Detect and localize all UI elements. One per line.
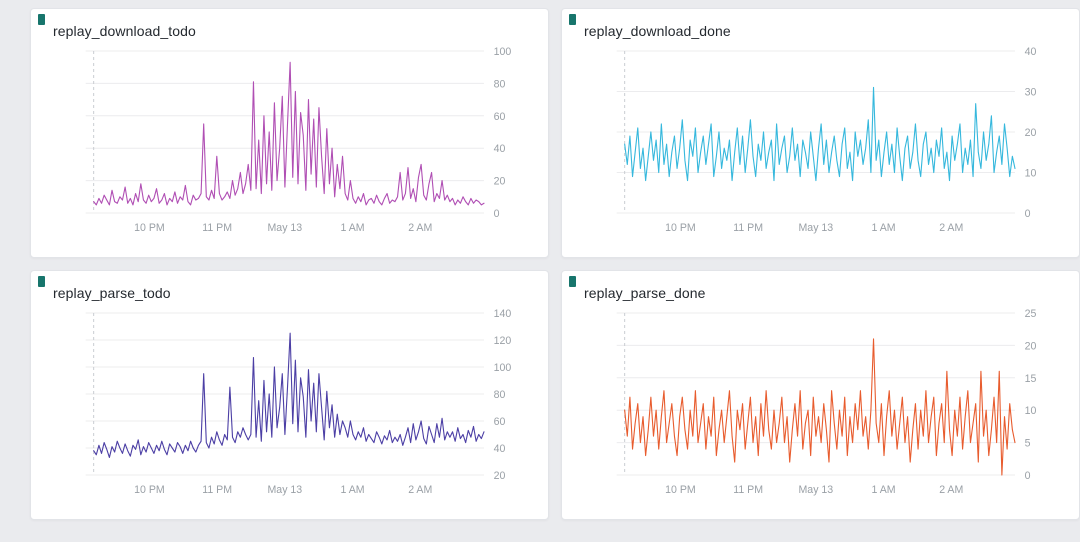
chart-panel-replay-parse-done: replay_parse_done 0 5 10 15 20 25 10 PM 11 PM Ma… [561,270,1080,520]
chart-panel-replay-parse-todo: replay_parse_todo 20 40 60 80 100 120 140 10 PM… [30,270,549,520]
x-tick-label: 10 PM [134,484,165,496]
panel-title: replay_parse_done [584,285,706,301]
x-tick-label: 11 PM [733,222,763,234]
x-tick-label: 11 PM [202,222,232,234]
x-tick-label: 2 AM [408,484,432,496]
x-tick-label: 2 AM [939,484,963,496]
y-tick-label: 100 [494,46,512,58]
chart-panel-replay-download-todo: replay_download_todo 0 20 40 60 80 100 10 PM 11… [30,8,549,258]
y-tick-label: 10 [1025,167,1037,179]
chart-line [624,86,1016,182]
panel-title: replay_download_done [584,23,731,39]
y-tick-label: 80 [494,389,506,401]
y-tick-label: 100 [494,362,512,374]
panel-corner-icon [569,14,576,25]
line-chart-replay-parse-todo[interactable]: 20 40 60 80 100 120 140 10 PM 11 PM May 13 1 AM 2 A… [53,303,534,501]
x-tick-label: 11 PM [202,484,232,496]
chart-line [624,338,1016,476]
x-tick-label: May 13 [268,222,303,234]
x-tick-label: 10 PM [665,484,696,496]
y-tick-label: 80 [494,78,506,90]
line-chart-replay-parse-done[interactable]: 0 5 10 15 20 25 10 PM 11 PM May 13 1 AM 2 AM [584,303,1065,501]
y-tick-label: 30 [1025,86,1037,98]
chart-panel-replay-download-done: replay_download_done 0 10 20 30 40 10 PM 11 PM… [561,8,1080,258]
chart-line [93,332,485,459]
y-tick-label: 20 [1025,340,1037,352]
panel-title: replay_parse_todo [53,285,171,301]
panel-title: replay_download_todo [53,23,196,39]
panel-corner-icon [38,276,45,287]
x-tick-label: 11 PM [733,484,763,496]
x-tick-label: 10 PM [134,222,165,234]
x-tick-label: 1 AM [340,484,364,496]
x-tick-label: May 13 [268,484,303,496]
y-tick-label: 20 [1025,127,1037,139]
y-tick-label: 40 [494,143,506,155]
y-tick-label: 20 [494,175,506,187]
panel-corner-icon [569,276,576,287]
x-tick-label: May 13 [799,222,834,234]
x-tick-label: 2 AM [939,222,963,234]
y-tick-label: 40 [494,443,506,455]
y-tick-label: 120 [494,335,512,347]
line-chart-replay-download-done[interactable]: 0 10 20 30 40 10 PM 11 PM May 13 1 AM 2 AM [584,41,1065,239]
y-tick-label: 0 [1025,470,1031,482]
x-tick-label: 1 AM [871,222,895,234]
x-tick-label: May 13 [799,484,834,496]
panel-corner-icon [38,14,45,25]
y-tick-label: 40 [1025,46,1037,58]
x-tick-label: 1 AM [340,222,364,234]
y-tick-label: 0 [1025,208,1031,220]
y-tick-label: 60 [494,111,506,123]
chart-line [93,61,485,206]
x-tick-label: 2 AM [408,222,432,234]
y-tick-label: 25 [1025,308,1037,320]
x-tick-label: 10 PM [665,222,696,234]
y-tick-label: 5 [1025,437,1031,449]
y-tick-label: 140 [494,308,512,320]
y-tick-label: 0 [494,208,500,220]
y-tick-label: 60 [494,416,506,428]
y-tick-label: 10 [1025,405,1037,417]
y-tick-label: 20 [494,470,506,482]
y-tick-label: 15 [1025,373,1037,385]
line-chart-replay-download-todo[interactable]: 0 20 40 60 80 100 10 PM 11 PM May 13 1 AM 2 AM [53,41,534,239]
x-tick-label: 1 AM [871,484,895,496]
